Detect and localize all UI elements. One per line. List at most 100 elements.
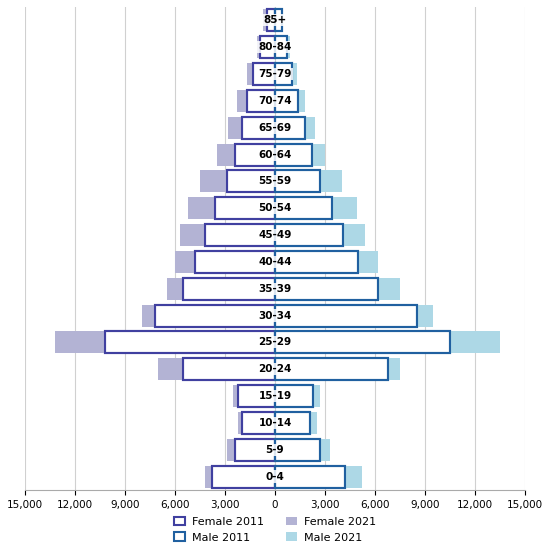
- Bar: [275, 305, 433, 327]
- Bar: [158, 358, 275, 380]
- Bar: [275, 331, 450, 353]
- Bar: [275, 358, 388, 380]
- Bar: [212, 466, 275, 488]
- Text: 70-74: 70-74: [258, 96, 292, 106]
- Bar: [275, 331, 500, 353]
- Bar: [228, 117, 275, 139]
- Bar: [275, 278, 378, 300]
- Bar: [241, 117, 275, 139]
- Bar: [275, 9, 283, 31]
- Text: 35-39: 35-39: [258, 284, 292, 294]
- Bar: [238, 385, 275, 407]
- Bar: [275, 412, 317, 434]
- Bar: [195, 251, 275, 273]
- Bar: [275, 358, 388, 380]
- Bar: [235, 144, 275, 165]
- Bar: [167, 278, 183, 300]
- Bar: [275, 385, 320, 407]
- Bar: [275, 197, 332, 219]
- Bar: [314, 385, 320, 407]
- Bar: [345, 466, 362, 488]
- Bar: [275, 90, 298, 112]
- Bar: [275, 385, 314, 407]
- Bar: [236, 90, 246, 112]
- Bar: [205, 224, 275, 246]
- Bar: [275, 90, 305, 112]
- Bar: [55, 331, 105, 353]
- Bar: [275, 36, 287, 58]
- Text: 55-59: 55-59: [258, 176, 292, 186]
- Bar: [105, 331, 275, 353]
- Bar: [275, 466, 345, 488]
- Bar: [167, 278, 275, 300]
- Bar: [263, 9, 267, 31]
- Bar: [254, 63, 275, 85]
- Text: 0-4: 0-4: [266, 472, 284, 482]
- Bar: [227, 438, 275, 461]
- Bar: [275, 305, 417, 327]
- Bar: [275, 412, 310, 434]
- Bar: [217, 144, 275, 165]
- Bar: [320, 438, 330, 461]
- Bar: [235, 438, 275, 461]
- Text: 60-64: 60-64: [258, 150, 292, 159]
- Bar: [275, 90, 298, 112]
- Text: 25-29: 25-29: [258, 337, 292, 347]
- Text: 20-24: 20-24: [258, 364, 292, 374]
- Bar: [105, 331, 275, 353]
- Bar: [233, 385, 238, 407]
- Bar: [238, 412, 275, 434]
- Bar: [298, 90, 305, 112]
- Bar: [238, 385, 275, 407]
- Bar: [332, 197, 356, 219]
- Bar: [183, 278, 275, 300]
- Bar: [310, 412, 317, 434]
- Bar: [275, 36, 290, 58]
- Bar: [200, 170, 275, 192]
- Bar: [233, 385, 275, 407]
- Bar: [188, 197, 215, 219]
- Bar: [155, 305, 275, 327]
- Bar: [275, 438, 320, 461]
- Bar: [275, 438, 330, 461]
- Bar: [275, 170, 320, 192]
- Bar: [235, 144, 275, 165]
- Bar: [275, 63, 292, 85]
- Bar: [267, 9, 275, 31]
- Bar: [417, 305, 433, 327]
- Bar: [235, 438, 275, 461]
- Bar: [275, 117, 305, 139]
- Bar: [275, 251, 359, 273]
- Bar: [292, 63, 296, 85]
- Bar: [215, 197, 275, 219]
- Bar: [275, 278, 400, 300]
- Bar: [275, 385, 314, 407]
- Bar: [275, 412, 310, 434]
- Text: 15-19: 15-19: [258, 391, 292, 401]
- Bar: [180, 224, 205, 246]
- Bar: [275, 224, 343, 246]
- Bar: [246, 63, 254, 85]
- Bar: [275, 36, 287, 58]
- Text: 75-79: 75-79: [258, 69, 292, 79]
- Bar: [275, 63, 292, 85]
- Bar: [275, 438, 320, 461]
- Legend: Female 2011, Male 2011, Female 2021, Male 2021: Female 2011, Male 2011, Female 2021, Mal…: [169, 512, 381, 546]
- Bar: [241, 412, 275, 434]
- Bar: [275, 63, 296, 85]
- Bar: [378, 278, 400, 300]
- Bar: [180, 224, 275, 246]
- Text: 10-14: 10-14: [258, 418, 292, 428]
- Bar: [227, 170, 275, 192]
- Bar: [246, 90, 275, 112]
- Bar: [183, 358, 275, 380]
- Bar: [227, 438, 235, 461]
- Bar: [142, 305, 155, 327]
- Bar: [275, 466, 362, 488]
- Bar: [254, 63, 275, 85]
- Bar: [275, 251, 359, 273]
- Bar: [241, 412, 275, 434]
- Bar: [257, 36, 275, 58]
- Bar: [175, 251, 275, 273]
- Bar: [275, 170, 342, 192]
